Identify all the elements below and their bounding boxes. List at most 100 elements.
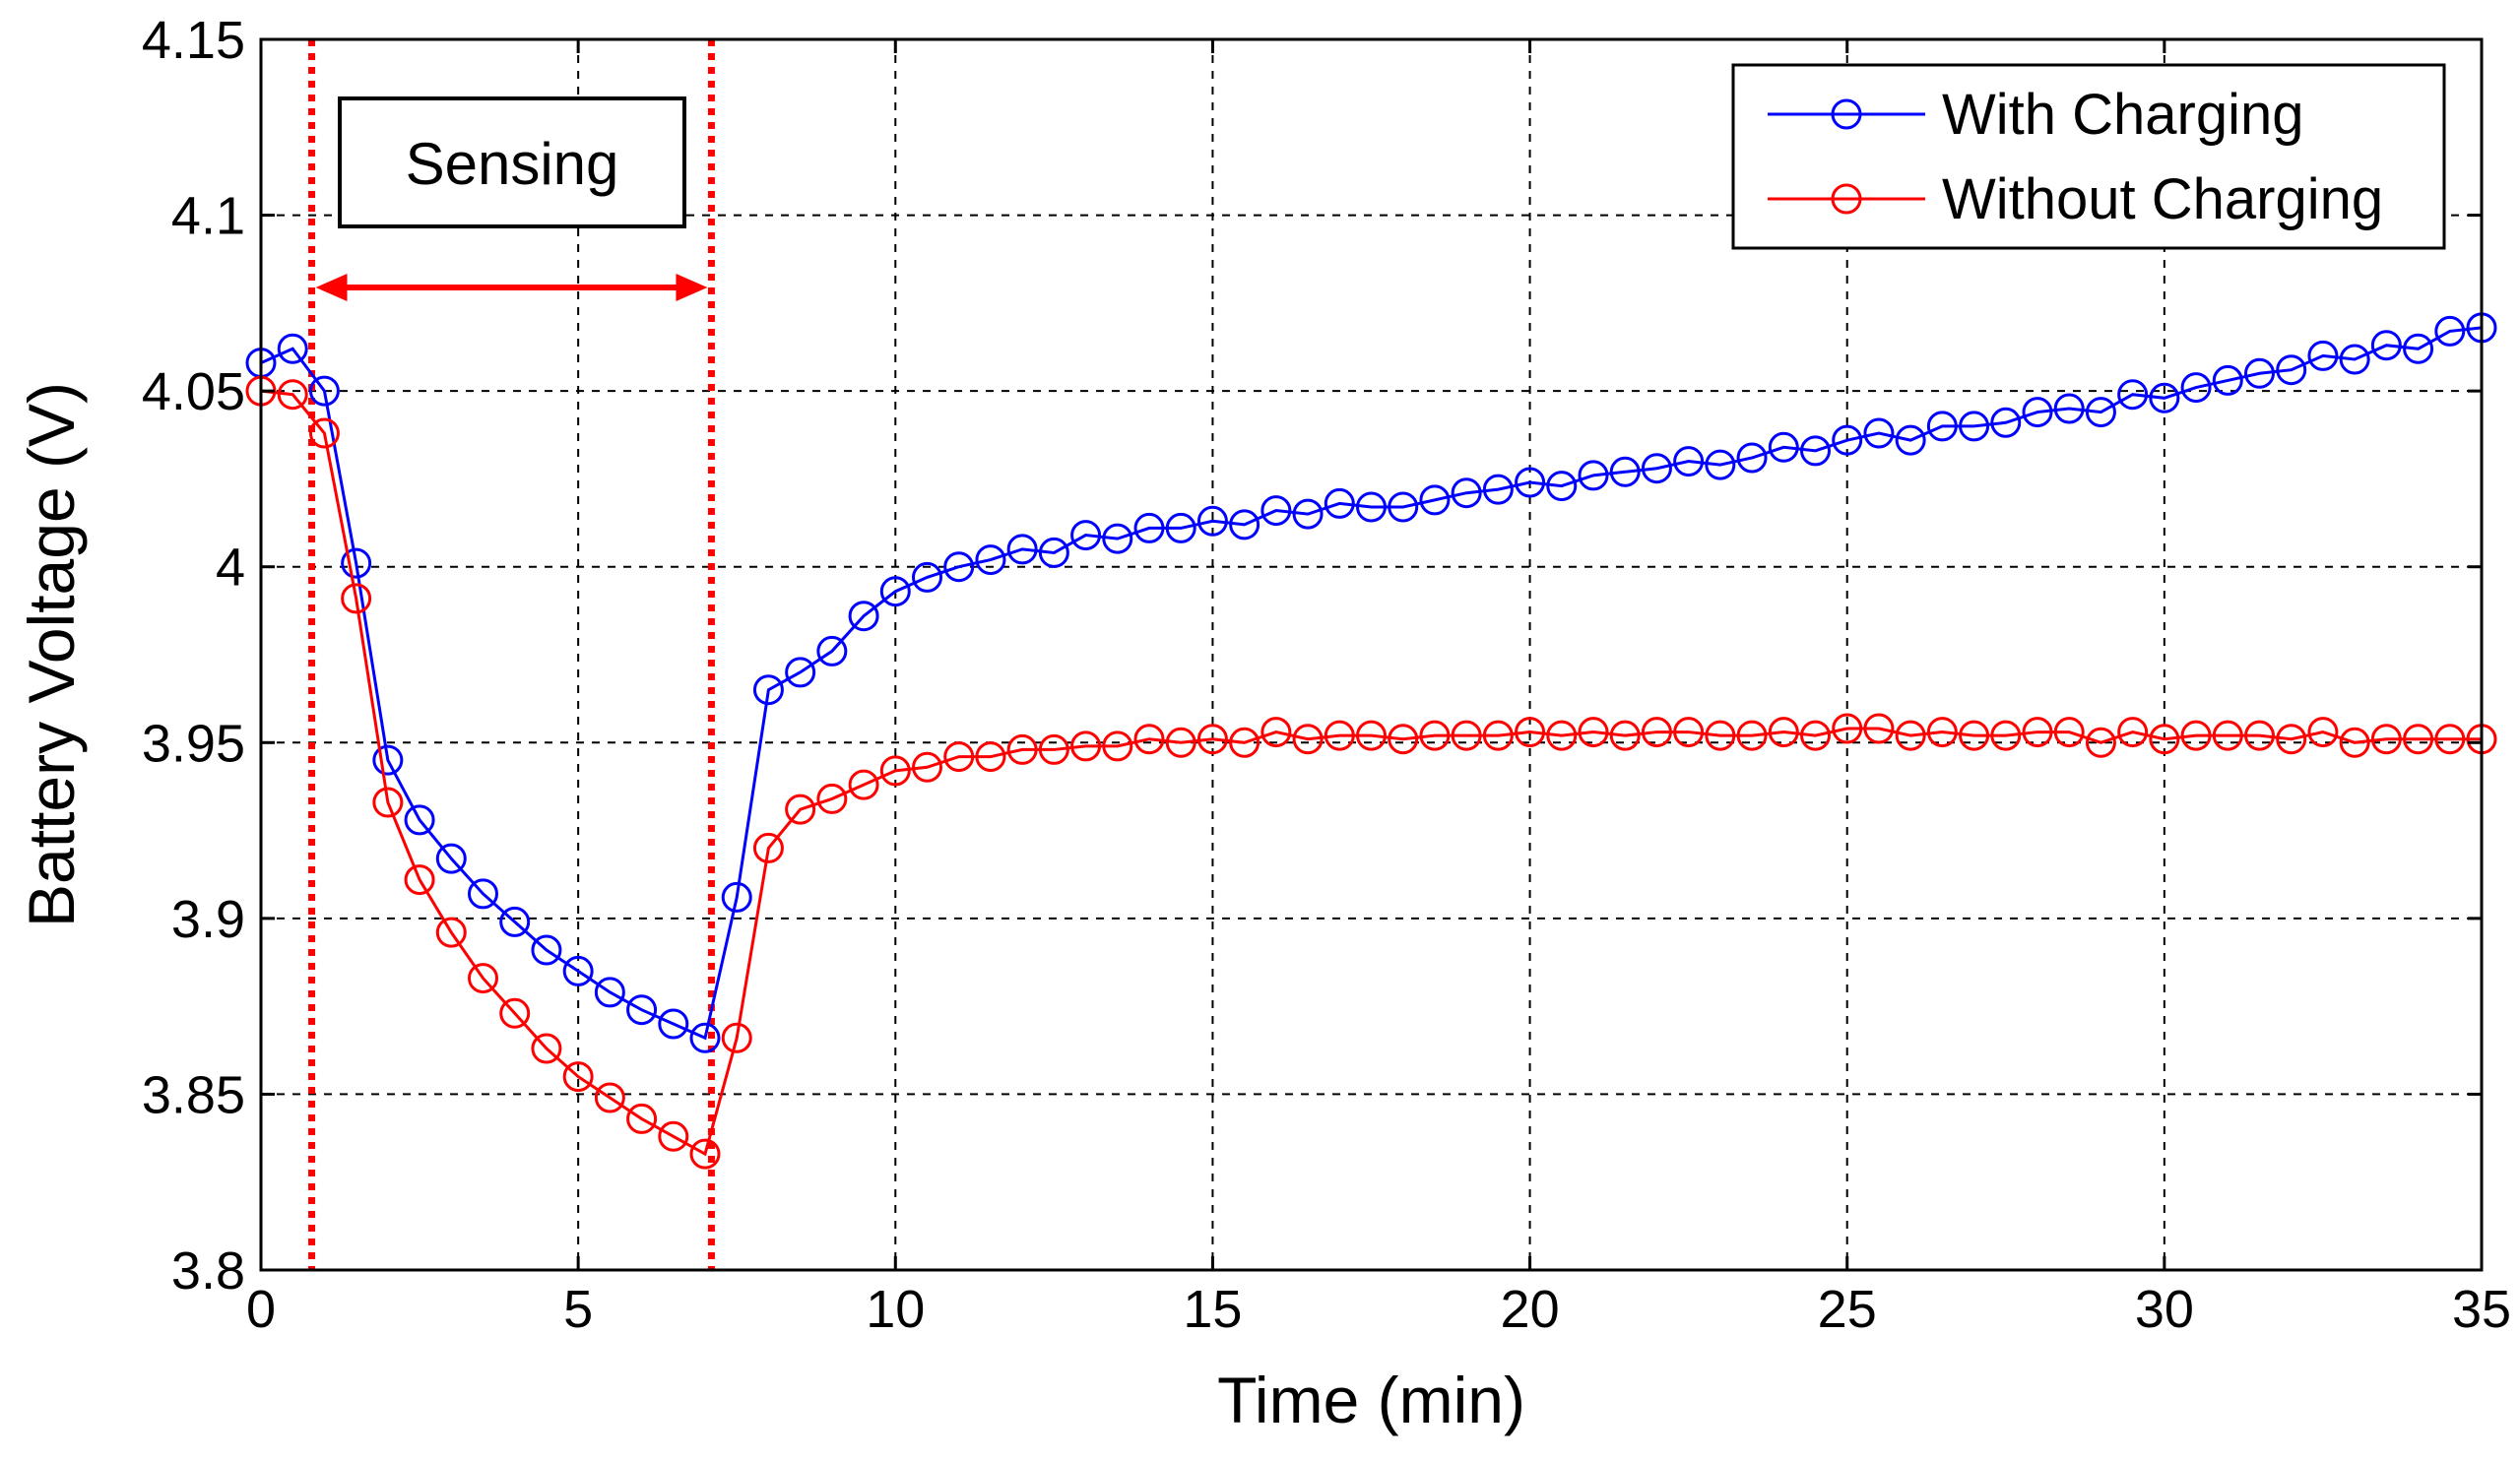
grid xyxy=(261,39,2482,1270)
data-point-without-charging xyxy=(1388,724,1419,755)
x-axis-title: Time (min) xyxy=(1217,1364,1525,1436)
x-tick-label: 20 xyxy=(1501,1280,1560,1339)
data-point-with-charging xyxy=(1070,520,1102,551)
data-point-without-charging xyxy=(2434,724,2466,755)
data-point-with-charging xyxy=(341,547,372,579)
y-tick-label: 3.85 xyxy=(142,1065,245,1124)
data-point-with-charging xyxy=(1578,460,1609,491)
data-point-with-charging xyxy=(2244,357,2275,389)
data-point-without-charging xyxy=(594,1082,625,1113)
data-point-without-charging xyxy=(1705,720,1736,751)
data-point-without-charging xyxy=(1482,720,1514,751)
y-axis-title: Battery Voltage (V) xyxy=(15,382,88,927)
data-point-without-charging xyxy=(1959,720,1990,751)
data-point-with-charging xyxy=(1324,487,1355,519)
data-point-with-charging xyxy=(2434,315,2466,347)
data-point-without-charging xyxy=(531,1033,562,1064)
y-tick-label: 3.8 xyxy=(171,1241,245,1301)
data-point-with-charging xyxy=(468,878,498,910)
sensing-box xyxy=(338,96,686,228)
data-point-without-charging xyxy=(1736,720,1768,751)
data-point-without-charging xyxy=(341,583,372,614)
data-point-with-charging xyxy=(2053,393,2085,424)
data-point-with-charging xyxy=(1451,477,1482,509)
x-tick-label: 25 xyxy=(1818,1280,1877,1339)
data-point-with-charging xyxy=(975,544,1006,576)
data-point-with-charging xyxy=(721,881,752,913)
y-tick-label: 4.05 xyxy=(142,362,245,421)
data-point-with-charging xyxy=(1832,424,1863,456)
data-point-with-charging xyxy=(1102,523,1133,554)
data-point-with-charging xyxy=(1926,411,1958,442)
data-point-without-charging xyxy=(2117,717,2149,748)
data-point-with-charging xyxy=(2339,344,2370,375)
axis-ticks: 0 5 10 15 20 25 30 35 3.8 3.85 3.9 3.95 4 4.05 4.1 4.15 xyxy=(142,11,2511,1339)
data-point-without-charging xyxy=(499,997,531,1029)
data-point-with-charging xyxy=(594,977,625,1008)
data-point-with-charging xyxy=(1229,509,1260,540)
y-tick-label: 4.15 xyxy=(142,11,245,70)
data-point-without-charging xyxy=(2149,724,2180,755)
data-point-without-charging xyxy=(2085,727,2116,758)
x-tick-label: 35 xyxy=(2452,1280,2511,1339)
legend-label-with-charging: With Charging xyxy=(1942,83,2303,147)
data-point-with-charging xyxy=(658,1008,689,1040)
data-point-with-charging xyxy=(1959,411,1990,442)
data-point-with-charging xyxy=(1165,512,1196,543)
y-tick-label: 4.1 xyxy=(171,187,245,246)
data-point-without-charging xyxy=(2212,720,2243,751)
data-point-with-charging xyxy=(1515,467,1546,498)
data-point-without-charging xyxy=(848,769,879,800)
data-point-with-charging xyxy=(1990,407,2022,438)
data-point-with-charging xyxy=(372,744,404,776)
legend-label-without-charging: Without Charging xyxy=(1942,167,2383,231)
legend-box xyxy=(1731,63,2446,250)
data-point-with-charging xyxy=(1546,471,1578,502)
data-point-without-charging xyxy=(1609,720,1641,751)
legend-marker-without-charging xyxy=(1831,183,1862,215)
data-point-with-charging xyxy=(785,657,816,688)
data-point-without-charging xyxy=(1070,730,1102,762)
data-point-with-charging xyxy=(1673,446,1705,477)
x-tick-label: 15 xyxy=(1183,1280,1242,1339)
data-point-without-charging xyxy=(943,741,975,773)
data-point-with-charging xyxy=(435,843,467,874)
data-point-without-charging xyxy=(2053,717,2085,748)
data-point-with-charging xyxy=(1356,491,1387,523)
data-point-without-charging xyxy=(626,1103,658,1134)
data-point-without-charging xyxy=(1038,733,1069,765)
sensing-lines xyxy=(308,39,715,1270)
data-point-with-charging xyxy=(1641,453,1672,484)
data-point-without-charging xyxy=(1895,720,1926,751)
data-point-without-charging xyxy=(372,787,404,818)
data-point-with-charging xyxy=(2117,379,2149,411)
series-layer xyxy=(245,312,2497,1170)
data-point-with-charging xyxy=(562,955,594,986)
data-point-without-charging xyxy=(1102,730,1133,762)
data-point-without-charging xyxy=(1578,717,1609,748)
data-point-without-charging xyxy=(468,963,498,994)
data-point-without-charging xyxy=(1196,724,1228,755)
data-point-without-charging xyxy=(2307,717,2339,748)
data-point-without-charging xyxy=(308,417,340,449)
data-point-with-charging xyxy=(1895,424,1926,456)
data-point-without-charging xyxy=(785,794,816,825)
y-tick-label: 3.9 xyxy=(171,890,245,949)
data-point-with-charging xyxy=(879,576,911,607)
legend: With Charging Without Charging xyxy=(1731,63,2446,250)
data-point-with-charging xyxy=(1292,498,1324,530)
data-point-without-charging xyxy=(879,755,911,787)
data-point-without-charging xyxy=(277,379,308,411)
data-point-without-charging xyxy=(1451,720,1482,751)
data-point-with-charging xyxy=(1736,442,1768,474)
data-point-with-charging xyxy=(1419,484,1451,516)
data-point-with-charging xyxy=(499,906,531,937)
sensing-label: Sensing xyxy=(406,131,619,197)
data-point-without-charging xyxy=(1546,720,1578,751)
data-point-without-charging xyxy=(1673,717,1705,748)
data-point-without-charging xyxy=(1133,724,1165,755)
data-point-without-charging xyxy=(1229,727,1260,758)
data-point-with-charging xyxy=(2403,333,2434,364)
data-point-without-charging xyxy=(689,1138,721,1170)
